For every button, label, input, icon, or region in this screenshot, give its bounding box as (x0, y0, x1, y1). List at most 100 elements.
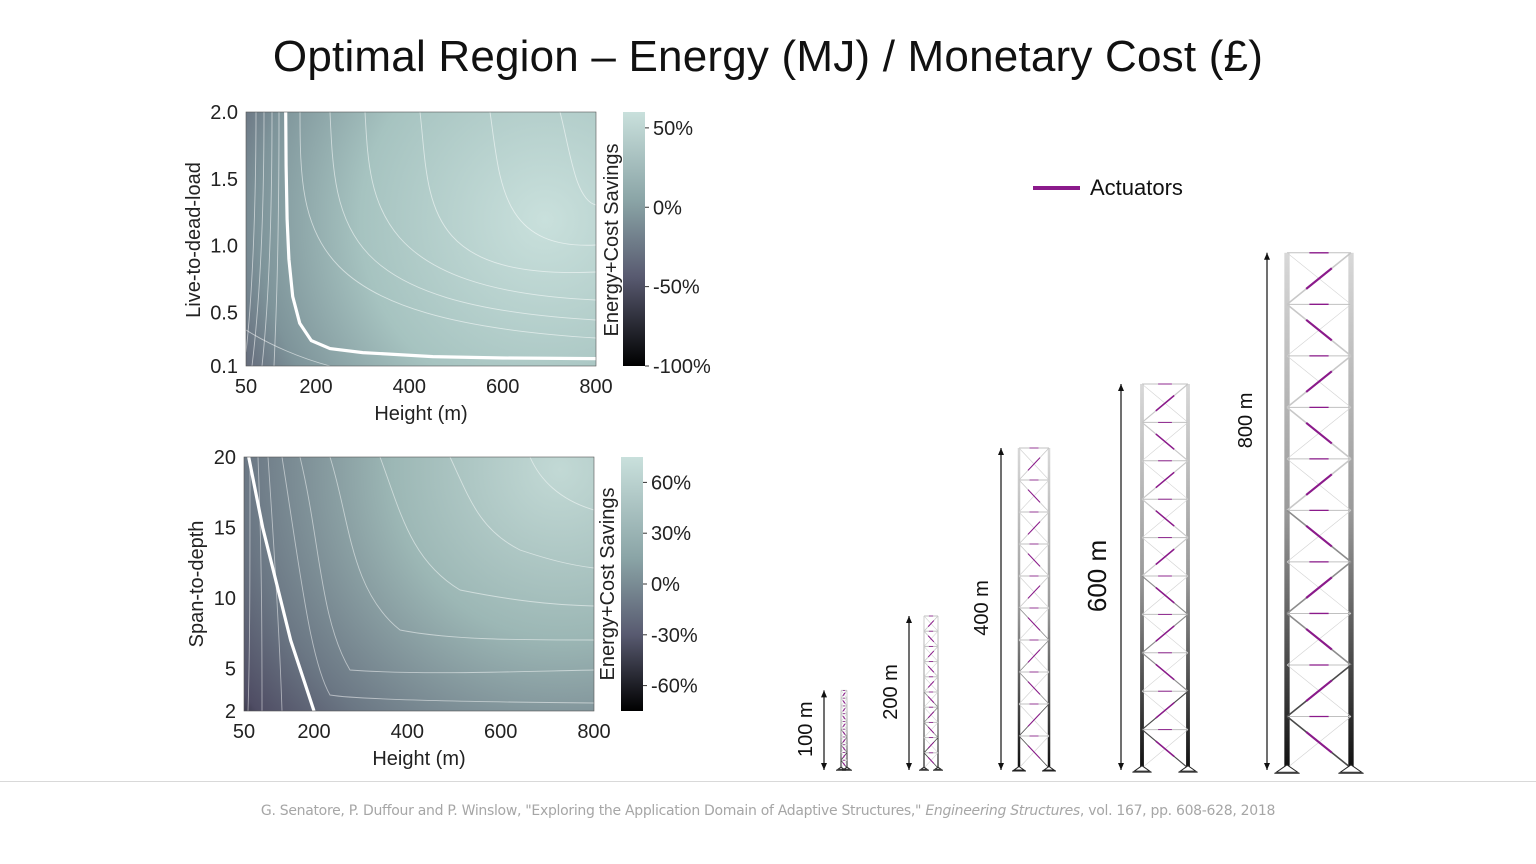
heatmap-bottom-colorbar-tick-label: -60% (651, 676, 698, 698)
slide-title: Optimal Region – Energy (MJ) / Monetary … (272, 32, 1264, 81)
citation-authors-title: G. Senatore, P. Duffour and P. Winslow, … (260, 803, 922, 819)
heatmap-top-ytick-label: 2.0 (210, 102, 238, 124)
support-pin (836, 766, 846, 770)
heatmap-top-ytick-label: 1.0 (210, 236, 238, 258)
actuator (1305, 421, 1333, 445)
heatmap-top-breakeven-contour (284, 111, 597, 361)
tower-height-label: 600 m (1082, 540, 1112, 612)
tower-400 (1012, 447, 1056, 772)
heatmap-top: 50 200 400 600 800 0.1 0.5 1.0 1.5 2.0 Height (m… (183, 102, 711, 425)
heatmap-top-contours (245, 111, 597, 367)
actuator (1027, 457, 1041, 471)
actuator (1155, 471, 1175, 489)
dimension-arrow (1264, 252, 1270, 770)
support-pin (1338, 764, 1364, 773)
heatmap-top-ytick-label: 0.1 (210, 356, 238, 378)
actuator (842, 723, 846, 728)
actuator (927, 635, 935, 643)
footer-divider (0, 781, 1536, 782)
heatmap-bottom-xlabel: Height (m) (372, 748, 465, 770)
actuator (927, 711, 935, 719)
tower-600 (1132, 383, 1198, 773)
heatmap-top-colorbar-tick-label: -50% (653, 277, 700, 299)
support-pin (842, 766, 852, 770)
heatmap-top-xtick-label: 400 (393, 376, 426, 398)
heatmap-bottom-xtick-label: 50 (233, 721, 255, 743)
citation: G. Senatore, P. Duffour and P. Winslow, … (0, 803, 1536, 819)
heatmap-top-xtick-label: 50 (235, 376, 257, 398)
actuator (927, 650, 935, 658)
actuator (1155, 510, 1175, 527)
actuator (1027, 585, 1041, 599)
heatmap-bottom: 50 200 400 600 800 2 5 10 15 20 Height (m) Span-… (186, 447, 698, 770)
actuator (927, 696, 935, 703)
actuator (1027, 553, 1041, 567)
heatmap-top-colorbar-tick-label: -100% (653, 356, 711, 378)
actuator (1305, 525, 1333, 548)
tower-height-label: 400 m (971, 580, 993, 636)
actuator (1305, 679, 1333, 702)
heatmap-top-x-axis: 50 200 400 600 800 (235, 376, 613, 398)
actuator (1305, 370, 1333, 393)
support-pin (1132, 765, 1152, 772)
actuator-legend-label: Actuators (1090, 175, 1183, 200)
heatmap-top-xtick-label: 800 (579, 376, 612, 398)
support-pin (1042, 765, 1056, 771)
heatmap-top-colorbar-tick-label: 0% (653, 197, 682, 219)
actuator (927, 620, 935, 627)
actuator (1155, 548, 1175, 566)
actuator (842, 746, 846, 751)
heatmap-top-colorbar-tick-label: 50% (653, 118, 693, 140)
citation-journal: Engineering Structures (925, 803, 1080, 819)
actuator (1155, 740, 1175, 758)
actuators-legend: Actuators (1033, 175, 1183, 200)
actuator (1305, 267, 1333, 290)
heatmap-bottom-colorbar-tick-label: 60% (651, 472, 691, 494)
heatmap-bottom-x-axis: 50 200 400 600 800 (233, 721, 611, 743)
heatmap-bottom-ytick-label: 20 (214, 447, 236, 469)
actuator (842, 731, 846, 735)
citation-details: , vol. 167, pp. 608-628, 2018 (1079, 803, 1276, 819)
colorbar-bottom-ticks: 60% 30% 0% -30% -60% (643, 472, 698, 698)
heatmap-bottom-field (244, 457, 594, 711)
actuator (1155, 625, 1175, 642)
actuator (1027, 617, 1041, 631)
tower-height-label: 200 m (880, 664, 902, 720)
actuator (842, 754, 846, 759)
actuator (1027, 521, 1041, 535)
actuator (1027, 745, 1041, 759)
actuator (927, 741, 935, 749)
heatmap-top-field (246, 112, 596, 366)
tower-diagram: Actuators 100 m 200 m 400 m 600 m 800 m (795, 175, 1364, 774)
support-pin (1274, 764, 1300, 773)
colorbar-top (623, 112, 645, 366)
dimension-arrow (821, 690, 827, 770)
heatmap-bottom-xtick-label: 800 (577, 721, 610, 743)
actuator (842, 700, 846, 704)
heatmap-bottom-ylabel: Span-to-depth (186, 521, 208, 648)
actuator (1305, 731, 1333, 754)
heatmap-top-ytick-label: 0.5 (210, 303, 238, 325)
actuator (927, 681, 935, 688)
heatmap-bottom-y-axis: 2 5 10 15 20 (214, 447, 236, 723)
support-pin (1012, 765, 1026, 771)
heatmap-bottom-xtick-label: 400 (391, 721, 424, 743)
actuator (842, 738, 846, 743)
actuator (1027, 649, 1041, 663)
heatmap-bottom-ytick-label: 2 (225, 701, 236, 723)
heatmap-bottom-colorbar-tick-label: -30% (651, 625, 698, 647)
actuator (927, 757, 935, 764)
actuator (1027, 489, 1041, 503)
support-pin (933, 766, 943, 770)
tower-height-label: 100 m (795, 701, 817, 757)
support-pin (1178, 765, 1198, 772)
heatmap-bottom-breakeven-contour (247, 456, 316, 712)
heatmap-bottom-colorbar-tick-label: 30% (651, 523, 691, 545)
support-pin (919, 766, 929, 770)
heatmap-bottom-xtick-label: 600 (484, 721, 517, 743)
actuator (1155, 433, 1175, 450)
heatmap-top-xtick-label: 200 (299, 376, 332, 398)
colorbar-top-label: Energy+Cost Savings (601, 144, 623, 337)
heatmap-bottom-ytick-label: 10 (214, 588, 236, 610)
